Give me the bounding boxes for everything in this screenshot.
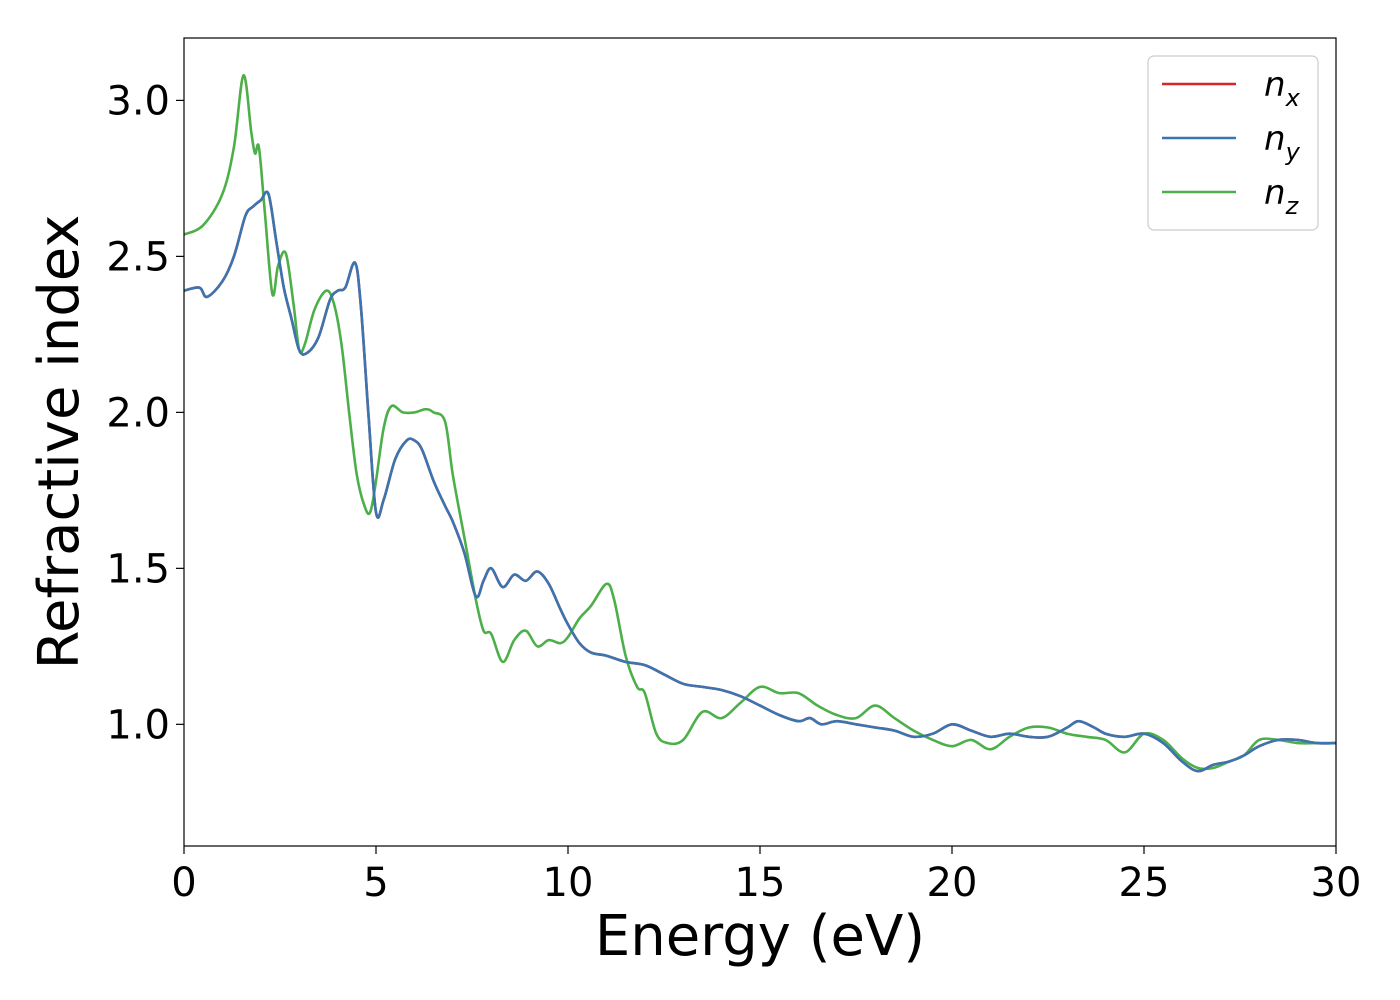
y-tick-label: 1.0 — [106, 702, 170, 748]
x-tick-label: 25 — [1119, 860, 1170, 906]
x-axis-ticks: 0 5 10 15 20 25 30 — [171, 846, 1361, 906]
series-line-n-y — [183, 190, 1337, 773]
series-layer — [183, 74, 1337, 773]
x-axis-label: Energy (eV) — [595, 904, 925, 969]
y-tick-label: 3.0 — [106, 78, 170, 124]
series-line-n-z — [183, 74, 1336, 771]
x-tick-label: 15 — [735, 860, 786, 906]
legend-box — [1147, 55, 1319, 231]
plot-area — [184, 38, 1336, 846]
y-tick-label: 1.5 — [106, 546, 170, 592]
x-tick-label: 0 — [171, 860, 196, 906]
y-axis-ticks: 1.0 1.5 2.0 2.5 3.0 — [106, 78, 184, 748]
x-tick-label: 5 — [363, 860, 388, 906]
y-tick-label: 2.0 — [106, 390, 170, 436]
y-axis-label: Refractive index — [27, 215, 92, 670]
x-tick-label: 20 — [927, 860, 978, 906]
x-tick-label: 10 — [543, 860, 594, 906]
y-tick-label: 2.5 — [106, 234, 170, 280]
x-tick-label: 30 — [1311, 860, 1362, 906]
